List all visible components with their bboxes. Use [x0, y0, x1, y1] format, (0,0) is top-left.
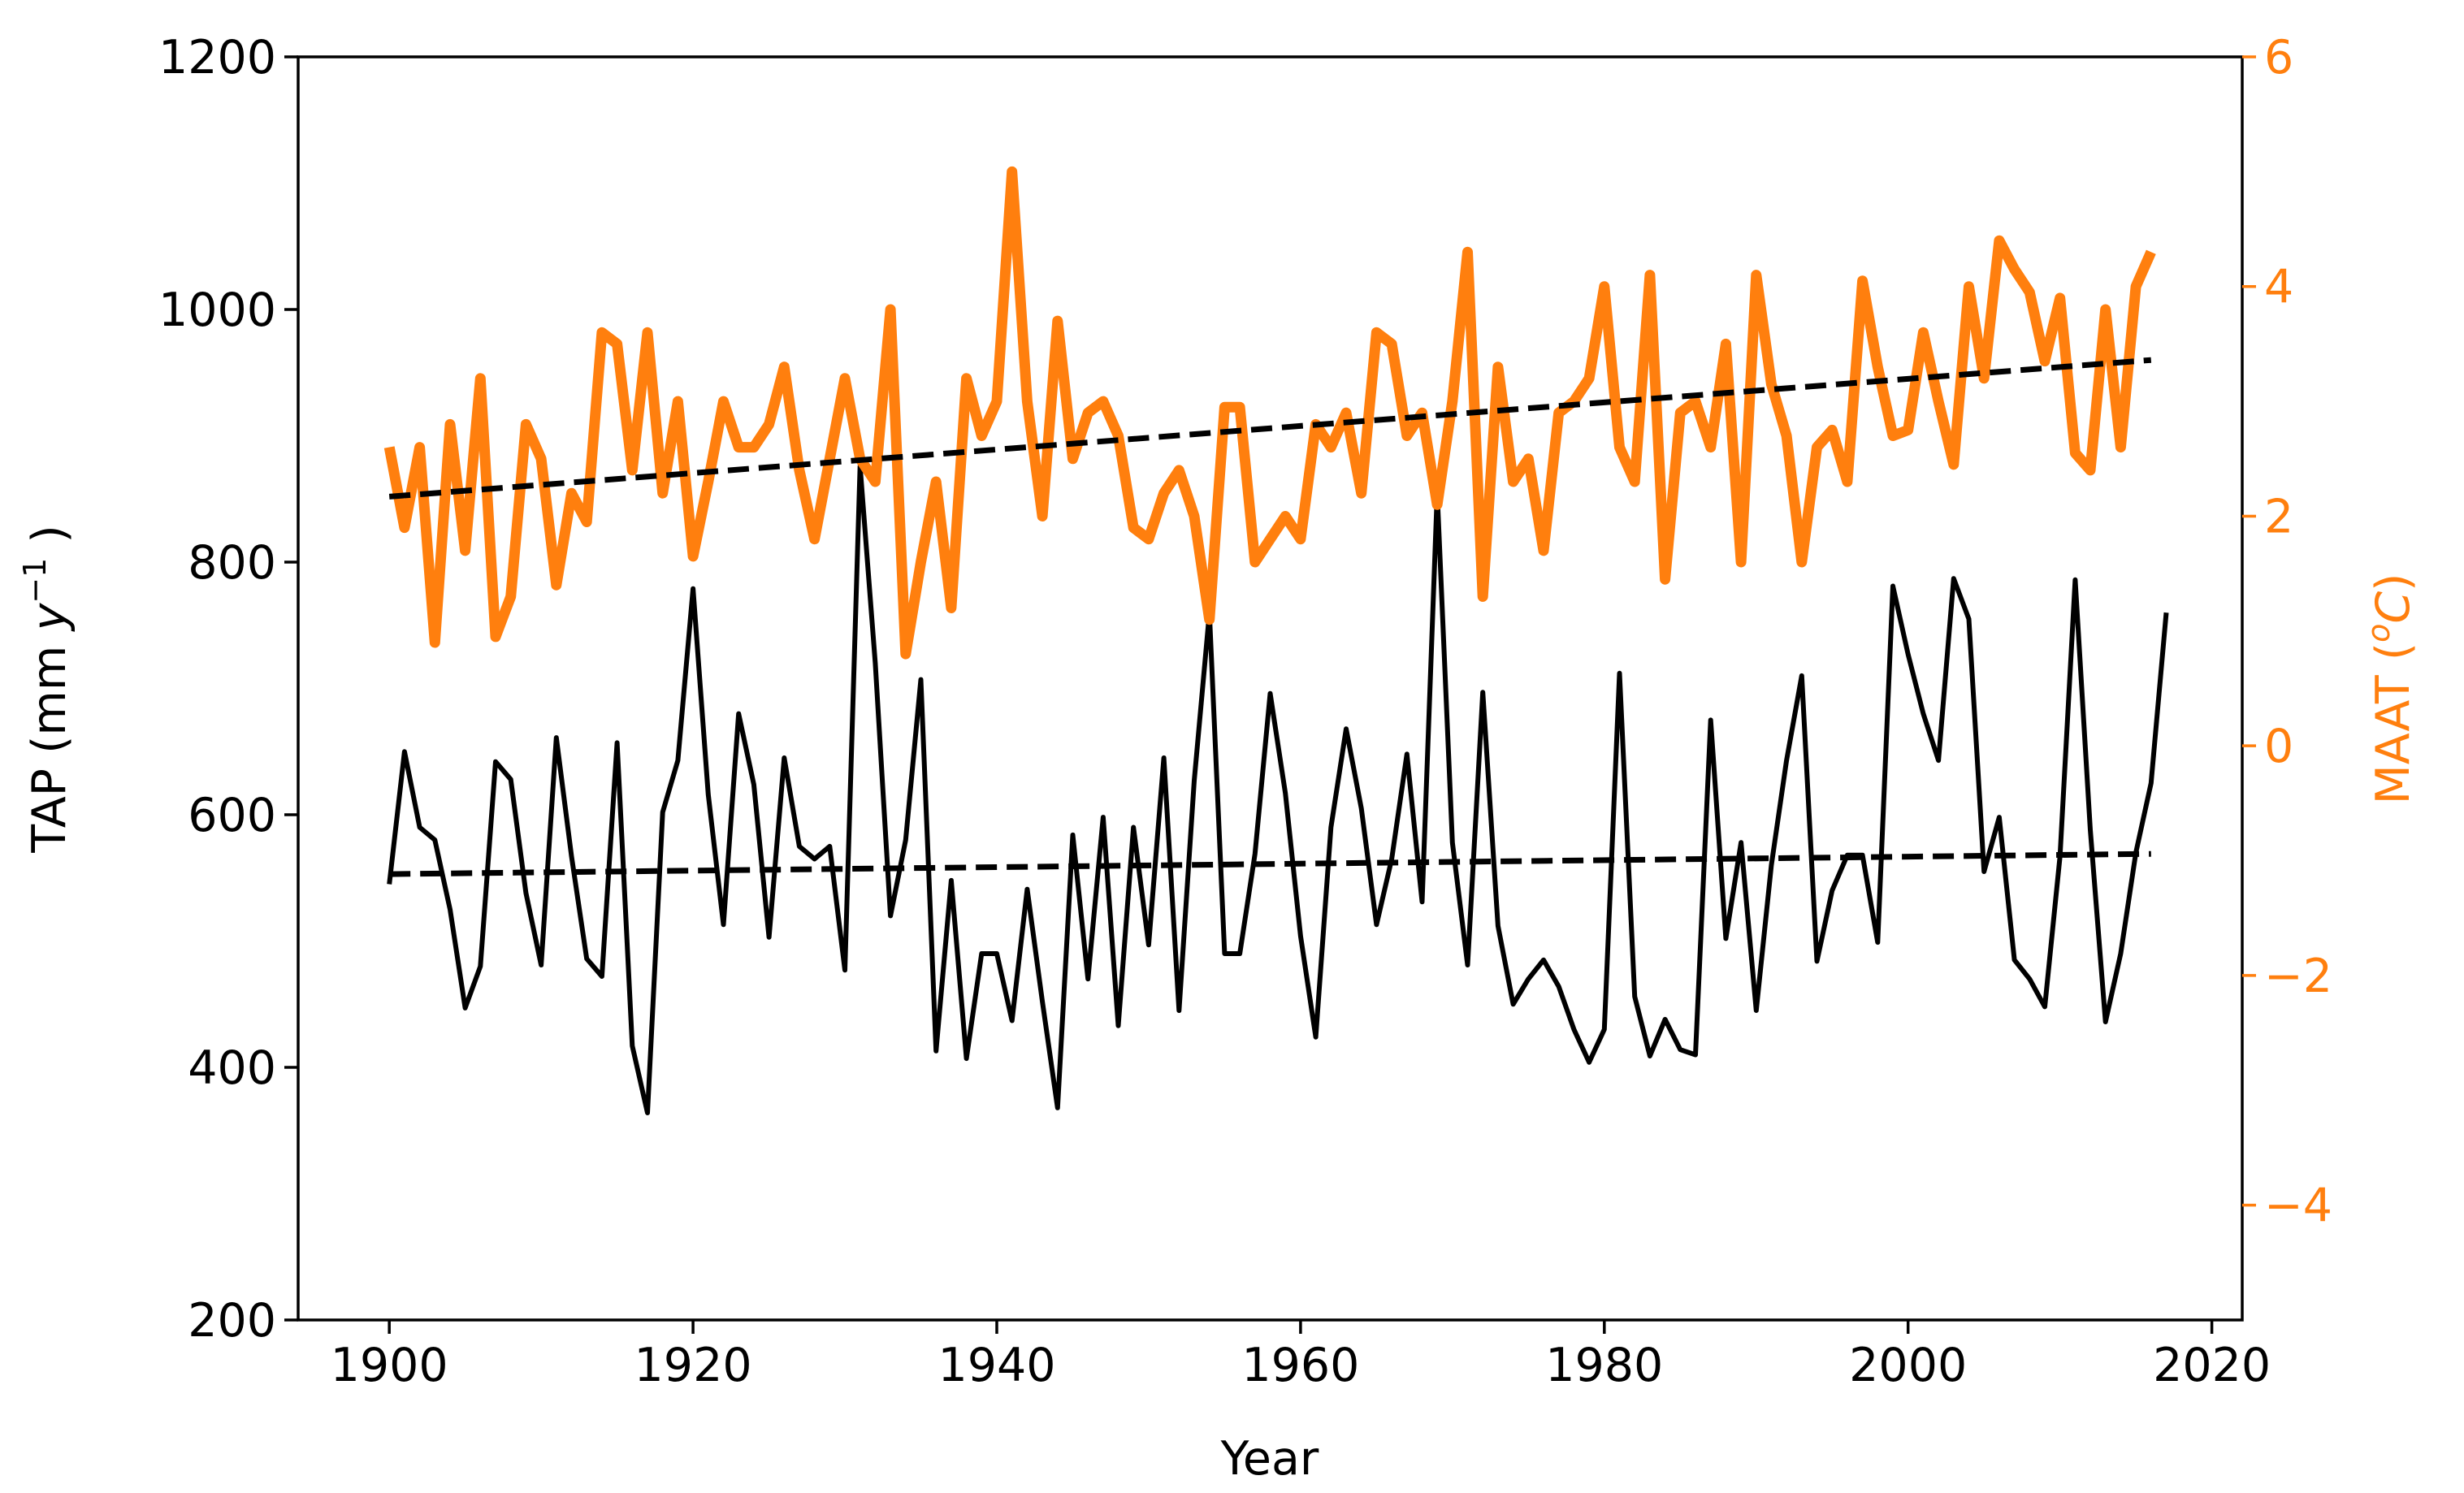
right-tick-label: 4 [2264, 261, 2293, 314]
x-tick-label: 2020 [2153, 1339, 2271, 1392]
series-tap-line [387, 463, 2169, 1115]
x-axis-label: Year [1220, 1432, 1319, 1486]
right-tick-label: 0 [2264, 720, 2293, 773]
series-layer [383, 166, 2169, 1115]
x-tick-label: 1980 [1545, 1339, 1663, 1392]
x-tick-label: 1900 [331, 1339, 448, 1392]
x-tick-label: 1920 [634, 1339, 752, 1392]
plot-frame [297, 55, 2244, 1322]
x-tick-label: 1940 [938, 1339, 1055, 1392]
left-tick-label: 200 [188, 1294, 276, 1348]
series-maat-line [383, 166, 2156, 660]
x-tick-label: 1960 [1241, 1339, 1359, 1392]
left-axis-label-base: TAP (mm [23, 630, 76, 853]
left-tick-label: 600 [188, 789, 276, 842]
right-axis-label-sup: o [2361, 624, 2397, 643]
left-axis-label: TAP (mm y−1 ) [17, 525, 76, 853]
left-tick-label: 800 [188, 536, 276, 590]
right-axis-label-base: MAAT ( [2367, 643, 2420, 805]
left-tick-label: 1000 [158, 283, 276, 337]
right-axis-label-var: C [2367, 591, 2420, 624]
right-tick-label: 6 [2264, 31, 2293, 84]
x-tick-label: 2000 [1849, 1339, 1967, 1392]
series-tap-trend-line [389, 850, 2151, 877]
right-tick-label: −4 [2264, 1179, 2332, 1233]
right-tick-label: −2 [2264, 950, 2332, 1003]
left-axis-label-sup: −1 [17, 558, 53, 604]
left-tick-label: 400 [188, 1041, 276, 1095]
right-axis-label: MAAT (oC) [2361, 573, 2420, 805]
left-axis-label-var: y [23, 602, 76, 632]
axes-layer: 1900 1920 1940 1960 1980 2000 2020 200 400 600 800… [158, 31, 2332, 1392]
right-tick-label: 2 [2264, 490, 2293, 543]
left-tick-label: 1200 [158, 31, 276, 84]
right-axis-label-end: ) [2367, 573, 2420, 591]
left-axis-label-end: ) [23, 525, 76, 557]
series-maat-trend-line [388, 357, 2152, 500]
